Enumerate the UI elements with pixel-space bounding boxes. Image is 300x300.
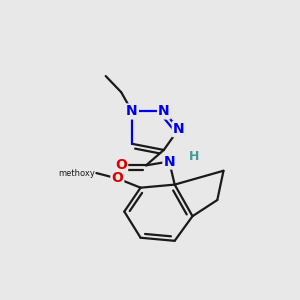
Text: H: H — [189, 150, 199, 163]
Text: O: O — [111, 172, 123, 185]
Text: O: O — [115, 158, 127, 172]
Text: N: N — [158, 104, 169, 118]
Text: N: N — [164, 154, 175, 169]
Text: methoxy: methoxy — [58, 169, 95, 178]
Text: N: N — [173, 122, 184, 136]
Text: N: N — [126, 104, 138, 118]
